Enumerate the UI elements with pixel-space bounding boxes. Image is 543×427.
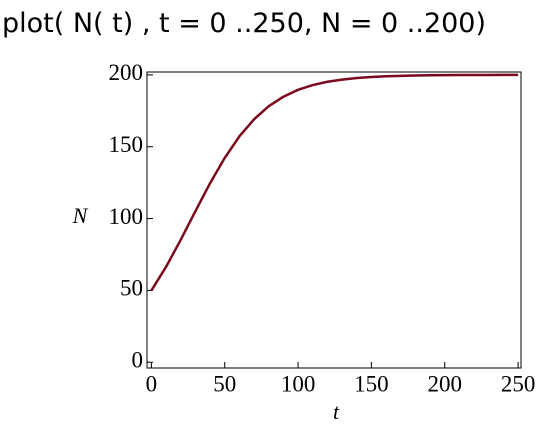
y-tick-label: 100	[109, 204, 144, 229]
plot-frame	[146, 71, 522, 369]
x-tick-label: 0	[146, 371, 158, 396]
y-tick-label: 150	[109, 132, 144, 157]
command-text: plot( N( t) , t = 0 ..250, N = 0 ..200)	[2, 8, 486, 39]
y-axis-label: N	[72, 203, 89, 228]
y-tick-label: 0	[132, 348, 144, 373]
y-tick-label: 200	[109, 60, 144, 85]
x-tick-label: 250	[501, 371, 536, 396]
x-axis-label: t	[333, 399, 340, 424]
x-tick-label: 200	[427, 371, 462, 396]
curve	[150, 73, 519, 292]
x-tick-label: 100	[281, 371, 316, 396]
y-tick-label: 50	[120, 276, 143, 301]
x-tick-label: 150	[354, 371, 389, 396]
x-tick-label: 50	[213, 371, 236, 396]
